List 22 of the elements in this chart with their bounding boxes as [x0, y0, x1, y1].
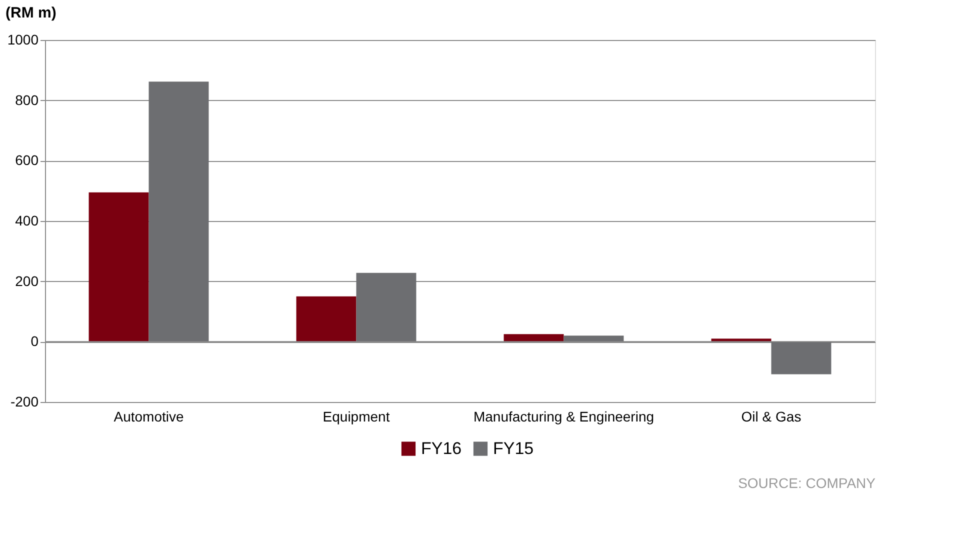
legend-label: FY16	[421, 438, 462, 458]
y-tick-label: 0	[30, 333, 39, 350]
bar	[88, 192, 149, 342]
x-tick-label: Oil & Gas	[741, 408, 802, 424]
bar	[504, 334, 564, 342]
y-tick-label: -200	[10, 394, 39, 410]
bar	[148, 82, 209, 342]
bar	[356, 272, 416, 342]
y-tick-label: 1000	[7, 32, 39, 48]
x-tick-label: Automotive	[114, 408, 184, 424]
y-tick-label: 600	[15, 152, 39, 168]
y-tick-label: 200	[15, 272, 39, 289]
bar	[771, 342, 832, 374]
x-tick-label: Manufacturing & Engineering	[473, 408, 654, 424]
bar	[564, 336, 624, 342]
source-note: SOURCE: COMPANY	[738, 475, 876, 491]
y-axis-title: (RM m)	[6, 4, 56, 22]
x-tick-label: Equipment	[322, 408, 390, 424]
y-tick-label: 400	[15, 212, 39, 228]
legend-label: FY15	[493, 438, 534, 458]
y-tick-label: 800	[15, 92, 39, 108]
bar	[296, 296, 356, 342]
